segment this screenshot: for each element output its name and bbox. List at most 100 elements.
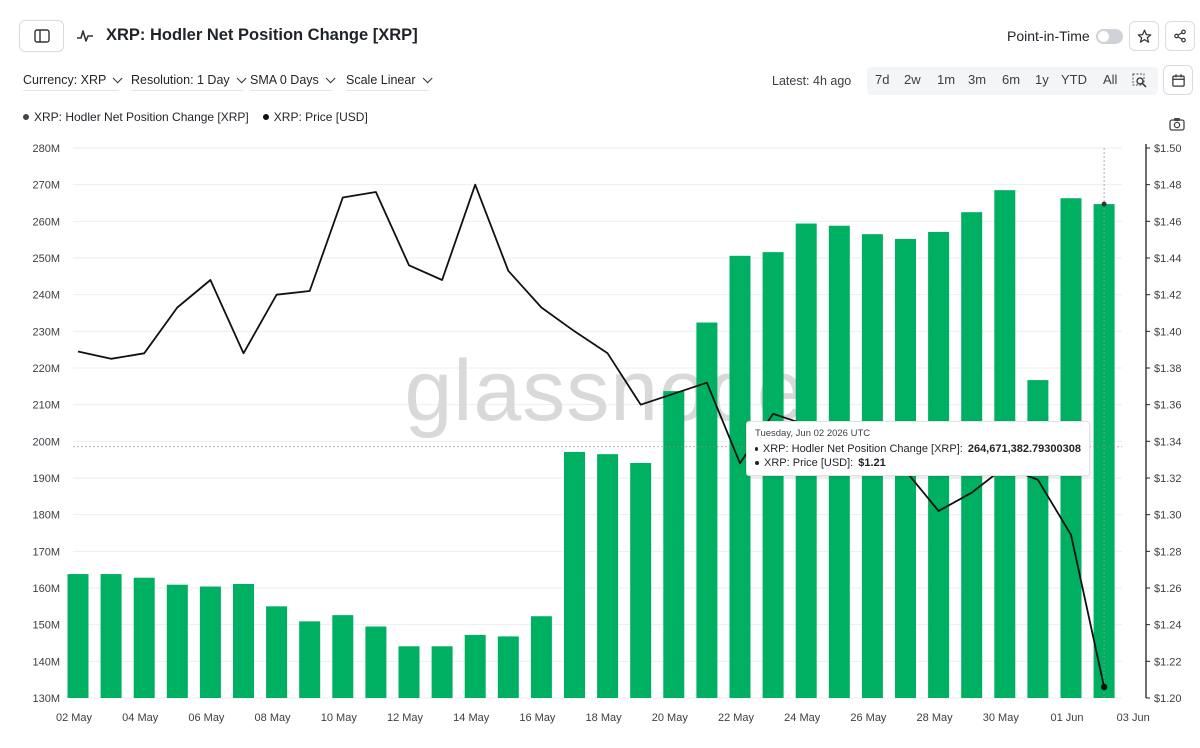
range-7d-button[interactable]: 7d bbox=[875, 72, 890, 87]
y-left-tick-label: 210M bbox=[32, 400, 60, 412]
chart-legend: XRP: Hodler Net Position Change [XRP] XR… bbox=[23, 110, 368, 124]
y-right-tick-label: $1.34 bbox=[1154, 436, 1182, 448]
toolbar: Currency: XRP Resolution: 1 Day SMA 0 Da… bbox=[0, 64, 1200, 98]
bar bbox=[564, 451, 585, 698]
bar bbox=[166, 584, 188, 698]
range-1m-button[interactable]: 1m bbox=[937, 72, 956, 87]
y-left-tick-label: 240M bbox=[32, 290, 60, 302]
latest-update-label: Latest: 4h ago bbox=[772, 74, 852, 88]
range-2w-button[interactable]: 2w bbox=[904, 72, 921, 87]
legend-dot bbox=[23, 114, 29, 120]
scale-dropdown[interactable]: Scale Linear bbox=[346, 72, 433, 91]
y-right-tick-label: $1.38 bbox=[1154, 363, 1182, 375]
price-line bbox=[77, 183, 1105, 688]
line-layer bbox=[73, 148, 1122, 698]
chevron-down-icon bbox=[422, 72, 433, 83]
currency-label: Currency: XRP bbox=[23, 73, 107, 87]
range-6m-button[interactable]: 6m bbox=[1002, 72, 1021, 87]
share-button[interactable] bbox=[1165, 21, 1195, 51]
y-left-tick-label: 200M bbox=[32, 436, 60, 448]
x-tick-label: 10 May bbox=[321, 712, 358, 724]
range-3m-button[interactable]: 3m bbox=[968, 72, 987, 87]
legend-item-hodler[interactable]: XRP: Hodler Net Position Change [XRP] bbox=[23, 110, 249, 124]
y-right-tick-label: $1.36 bbox=[1154, 400, 1182, 412]
legend-item-price[interactable]: XRP: Price [USD] bbox=[262, 110, 368, 124]
bar bbox=[696, 322, 718, 698]
y-left-tick-label: 130M bbox=[32, 693, 60, 705]
favorite-button[interactable] bbox=[1129, 21, 1159, 51]
x-tick-label: 26 May bbox=[850, 712, 887, 724]
bar bbox=[431, 646, 453, 698]
tooltip-value: 264,671,382.79300308 bbox=[967, 443, 1081, 455]
bar bbox=[464, 634, 486, 698]
y-right-tick-label: $1.28 bbox=[1154, 546, 1182, 558]
y-left-tick-label: 140M bbox=[32, 656, 60, 668]
legend-label: XRP: Hodler Net Position Change [XRP] bbox=[34, 110, 249, 124]
y-right-tick-label: $1.44 bbox=[1154, 253, 1182, 265]
bar bbox=[67, 574, 89, 698]
y-left-tick-label: 230M bbox=[32, 326, 60, 338]
range-1y-button[interactable]: 1y bbox=[1035, 72, 1049, 87]
sma-dropdown[interactable]: SMA 0 Days bbox=[250, 72, 336, 91]
bar bbox=[199, 586, 221, 698]
x-tick-label: 22 May bbox=[718, 712, 755, 724]
bar bbox=[663, 391, 685, 698]
y-left-tick-label: 170M bbox=[32, 546, 60, 558]
bar-marker bbox=[1101, 201, 1107, 207]
x-tick-label: 08 May bbox=[255, 712, 292, 724]
x-tick-label: 30 May bbox=[983, 712, 1020, 724]
resolution-label: Resolution: 1 Day bbox=[131, 73, 230, 87]
x-tick-label: 20 May bbox=[652, 712, 689, 724]
chevron-down-icon bbox=[236, 72, 247, 83]
range-all-button[interactable]: All bbox=[1103, 72, 1118, 87]
range-selector: 7d 2w 1m 3m 6m 1y YTD All bbox=[867, 67, 1158, 95]
sma-label: SMA 0 Days bbox=[250, 73, 319, 87]
y-left-tick-label: 220M bbox=[32, 363, 60, 375]
bar bbox=[398, 646, 420, 698]
resolution-dropdown[interactable]: Resolution: 1 Day bbox=[131, 72, 247, 91]
x-tick-label: 14 May bbox=[453, 712, 490, 724]
y-left-tick-label: 270M bbox=[32, 180, 60, 192]
y-right-tick-label: $1.46 bbox=[1154, 216, 1182, 228]
legend-dot bbox=[262, 114, 269, 120]
tooltip-label: XRP: Hodler Net Position Change [XRP]: bbox=[762, 443, 963, 455]
point-in-time-label: Point-in-Time bbox=[1007, 28, 1090, 44]
share-icon bbox=[1174, 29, 1186, 43]
y-left-tick-label: 190M bbox=[32, 473, 60, 485]
y-right-tick-label: $1.24 bbox=[1154, 620, 1182, 632]
tooltip-dot bbox=[755, 447, 758, 451]
y-right-tick-label: $1.50 bbox=[1154, 143, 1182, 155]
star-icon bbox=[1137, 29, 1151, 43]
x-tick-label: 06 May bbox=[188, 712, 225, 724]
chevron-down-icon bbox=[113, 72, 123, 83]
calendar-icon bbox=[1171, 73, 1185, 87]
bar bbox=[233, 583, 254, 698]
currency-dropdown[interactable]: Currency: XRP bbox=[23, 72, 123, 91]
tooltip-date: Tuesday, Jun 02 2026 UTC bbox=[755, 428, 871, 439]
bar bbox=[266, 606, 288, 698]
y-left-tick-label: 180M bbox=[32, 510, 60, 522]
x-tick-label: 24 May bbox=[784, 712, 821, 724]
point-in-time-toggle[interactable] bbox=[1096, 29, 1123, 44]
tooltip-label: XRP: Price [USD]: bbox=[764, 457, 854, 469]
sidebar-toggle-button[interactable] bbox=[19, 20, 64, 52]
bar bbox=[299, 621, 321, 698]
x-tick-label: 04 May bbox=[122, 712, 159, 724]
bars-layer bbox=[67, 190, 1115, 699]
metric-icon bbox=[77, 30, 93, 42]
header: XRP: Hodler Net Position Change [XRP] Po… bbox=[0, 0, 1200, 62]
range-ytd-button[interactable]: YTD bbox=[1061, 72, 1087, 87]
axis-layer: 130M 140M 150M 160M 170M 180M 190M 200M 210M 220M… bbox=[32, 143, 1181, 724]
y-left-tick-label: 260M bbox=[32, 216, 60, 228]
tooltip-row: XRP: Hodler Net Position Change [XRP]: 2… bbox=[755, 443, 1081, 455]
x-tick-label: 16 May bbox=[519, 712, 556, 724]
zoom-select-icon[interactable] bbox=[1132, 73, 1148, 89]
y-right-tick-label: $1.22 bbox=[1154, 656, 1182, 668]
x-tick-label: 01 Jun bbox=[1050, 712, 1083, 724]
bar bbox=[630, 462, 652, 698]
camera-icon[interactable] bbox=[1169, 117, 1185, 131]
bar bbox=[530, 616, 552, 698]
x-tick-label: 02 May bbox=[56, 712, 93, 724]
tooltip-dot bbox=[755, 461, 759, 465]
calendar-button[interactable] bbox=[1163, 65, 1193, 95]
